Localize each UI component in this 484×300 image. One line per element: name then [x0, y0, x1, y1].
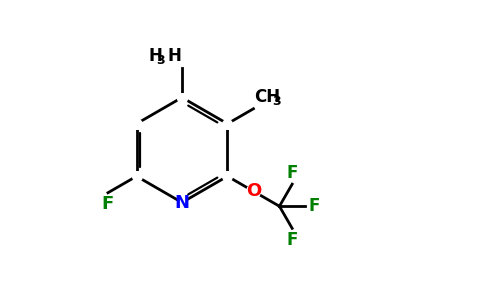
Text: F: F	[287, 164, 298, 182]
Text: 3: 3	[156, 54, 165, 67]
Text: N: N	[175, 194, 190, 211]
Text: O: O	[246, 182, 261, 200]
Text: F: F	[102, 195, 114, 213]
Text: 3: 3	[272, 95, 280, 108]
Text: F: F	[287, 231, 298, 249]
Text: H: H	[167, 47, 181, 65]
Text: F: F	[308, 197, 320, 215]
Text: H: H	[149, 47, 163, 65]
Text: CH: CH	[255, 88, 280, 106]
